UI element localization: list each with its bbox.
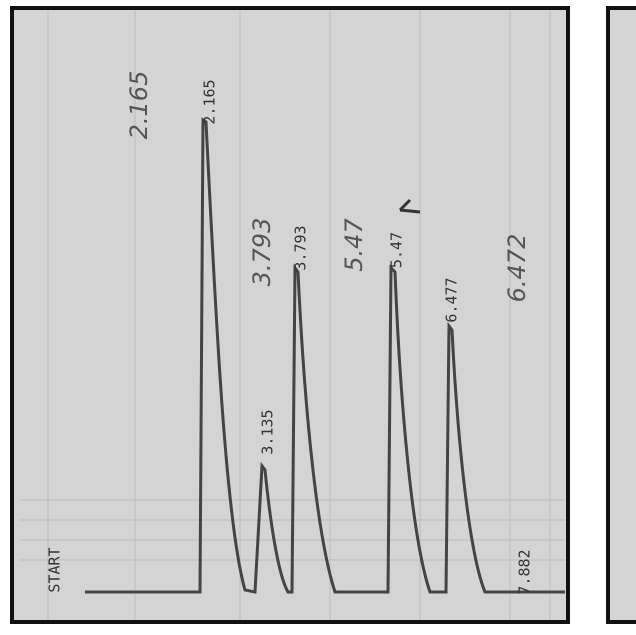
peak-label: 3.135	[259, 409, 277, 454]
handwritten-note: 6.472	[503, 234, 531, 303]
chromatogram: START 2.165 3.135 3.793 5.47 6.477 7.882…	[0, 0, 636, 635]
paper-strip	[12, 8, 568, 622]
peak-label: 7.882	[516, 549, 534, 594]
handwritten-note: 2.165	[125, 71, 153, 140]
peak-label: 3.793	[292, 225, 310, 270]
start-label: START	[46, 547, 64, 592]
handwritten-note: 5.47	[340, 218, 368, 272]
handwritten-note: 3.793	[248, 218, 276, 287]
peak-label: 5.47	[388, 232, 406, 268]
next-strip	[608, 8, 636, 622]
peak-label: 2.165	[201, 79, 219, 124]
peak-label: 6.477	[443, 277, 461, 322]
